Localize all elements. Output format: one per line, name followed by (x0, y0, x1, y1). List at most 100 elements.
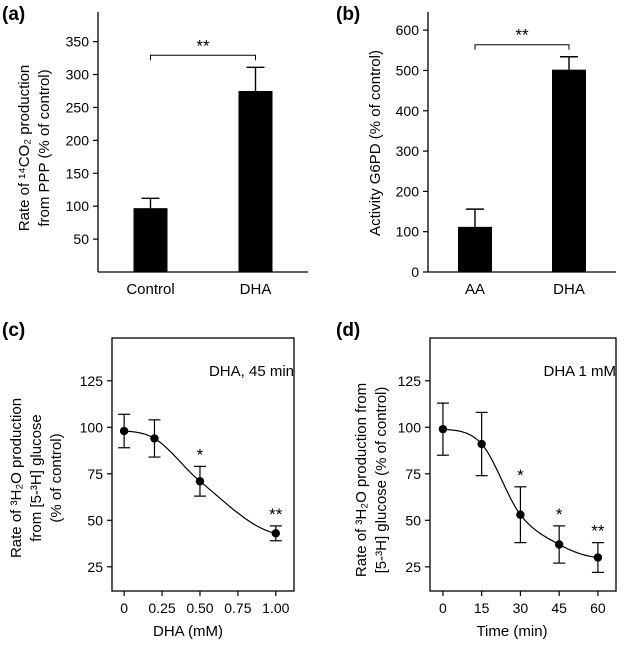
b-ytick-label: 100 (396, 224, 420, 240)
panel-d-label: (d) (336, 320, 360, 341)
c-significance-label: * (197, 445, 204, 464)
d-significance-label: ** (591, 522, 605, 541)
d-ytick-label: 25 (405, 559, 421, 575)
d-significance-label: * (517, 466, 524, 485)
panel-a-significance: ** (150, 36, 256, 61)
panel-a-ylabel-line2: from PPP (% of control) (36, 69, 53, 226)
b-ytick-label: 600 (396, 22, 420, 38)
panel-b-significance: ** (474, 26, 570, 50)
panel-c-xlabel: DHA (mM) (153, 623, 223, 640)
panel-d-xlabel: Time (min) (476, 623, 547, 640)
c-ytick-label: 125 (80, 373, 104, 389)
d-data-point (477, 439, 486, 449)
panel-c-annotation: DHA, 45 min (209, 363, 294, 380)
panel-b-label: (b) (336, 4, 360, 25)
panel-a-ylabel-line1: Rate of ¹⁴CO₂ production (16, 65, 33, 232)
d-ytick-label: 75 (405, 466, 421, 482)
panel-d-annotation: DHA 1 mM (543, 363, 616, 380)
a-ytick-label: 250 (66, 99, 90, 115)
d-xtick-label: 30 (513, 600, 529, 616)
panel-d-yticks: 25 50 75 100 125 (398, 373, 430, 575)
c-data-point (195, 477, 205, 486)
panel-b-axes (427, 12, 616, 273)
panel-c-ylabel-line2: from [5-³H] glucose (28, 414, 45, 542)
a-ytick-label: 100 (66, 198, 90, 214)
panel-c-axes (111, 337, 295, 592)
panel-d-ylabel-line2: [5-³H] glucose (% of control) (373, 387, 390, 574)
panel-d-xticks: 0 15 30 45 60 (439, 591, 606, 616)
a-bar-dha (238, 90, 273, 273)
panel-a-bars (133, 66, 273, 273)
b-bar-aa (458, 226, 492, 272)
panel-a-ylabel: Rate of ¹⁴CO₂ production from PPP (% of … (16, 65, 53, 232)
c-ytick-label: 25 (87, 559, 103, 575)
c-ytick-label: 50 (87, 512, 103, 528)
d-data-point (554, 540, 564, 549)
d-xtick-label: 15 (474, 600, 490, 616)
d-plot-frame (429, 337, 617, 592)
a-bar-control (133, 208, 168, 272)
panel-d: (d) Rate of ³H₂O production from [5-³H] … (336, 320, 617, 640)
a-xtick-label: DHA (240, 281, 272, 298)
panel-b-xlabels: AA DHA (465, 281, 585, 298)
panel-c-fit-curve (124, 430, 276, 534)
a-significance-bracket (150, 54, 256, 61)
panel-b-bars (458, 56, 586, 273)
a-ytick-label: 300 (66, 67, 90, 83)
panel-c-yticks: 25 50 75 100 125 (80, 373, 112, 575)
a-significance-label: ** (196, 36, 210, 55)
b-ytick-label: 400 (396, 103, 420, 119)
c-xtick-label: 0.25 (148, 600, 175, 616)
panel-d-ylabel-line1: Rate of ³H₂O production from (353, 383, 370, 577)
a-ytick-label: 200 (66, 132, 90, 148)
a-ytick-label: 350 (66, 34, 90, 50)
a-ytick-label: 50 (73, 231, 89, 247)
d-data-point (438, 424, 448, 434)
panel-c-points: *** (118, 413, 283, 542)
d-data-point (516, 510, 525, 519)
panel-a-axes (97, 12, 308, 273)
c-xtick-label: 0 (120, 600, 128, 616)
c-data-point (119, 426, 129, 436)
c-significance-label: ** (269, 505, 283, 524)
c-data-point (271, 529, 280, 538)
c-plot-frame (111, 337, 295, 592)
a-ytick-label: 150 (66, 165, 90, 181)
d-xtick-label: 0 (439, 600, 447, 616)
panel-d-axes (429, 337, 617, 592)
c-data-point (150, 434, 159, 443)
b-significance-bracket (474, 44, 570, 50)
panel-c-label: (c) (2, 320, 25, 341)
d-data-point (593, 553, 603, 562)
d-ytick-label: 50 (405, 512, 421, 528)
panel-a: (a) Rate of ¹⁴CO₂ production from PPP (%… (2, 4, 308, 298)
b-ytick-label: 500 (396, 62, 420, 78)
panel-b-yticks: 0 100 200 300 400 500 600 (396, 22, 428, 280)
c-ytick-label: 100 (80, 419, 104, 435)
d-significance-label: * (556, 505, 563, 524)
panel-c-ylabel-line1: Rate of ³H₂O production (8, 398, 25, 558)
d-xtick-label: 60 (590, 600, 606, 616)
panel-b: (b) Activity G6PD (% of control) 0 100 200… (336, 4, 616, 298)
b-xtick-label: DHA (553, 281, 585, 298)
d-ytick-label: 100 (398, 419, 422, 435)
a-xtick-label: Control (126, 281, 174, 298)
panel-c-xticks: 0 0.25 0.50 0.75 1.00 (120, 591, 290, 616)
b-bar-dha (552, 69, 586, 273)
c-xtick-label: 0.50 (186, 600, 213, 616)
c-xtick-label: 1.00 (262, 600, 289, 616)
panel-a-label: (a) (2, 4, 25, 25)
panel-c: (c) Rate of ³H₂O production from [5-³H] … (2, 320, 295, 640)
panel-a-yticks: 50 100 150 200 250 300 350 (66, 34, 98, 247)
panel-d-ylabel: Rate of ³H₂O production from [5-³H] gluc… (353, 383, 390, 577)
panel-d-points: **** (436, 402, 605, 573)
panel-b-ylabel: Activity G6PD (% of control) (367, 50, 384, 236)
b-significance-label: ** (515, 26, 529, 45)
b-ytick-label: 300 (396, 143, 420, 159)
b-xtick-label: AA (465, 281, 485, 298)
d-xtick-label: 45 (551, 600, 567, 616)
c-ytick-label: 75 (87, 466, 103, 482)
c-fit-line (124, 430, 276, 534)
c-xtick-label: 0.75 (224, 600, 251, 616)
